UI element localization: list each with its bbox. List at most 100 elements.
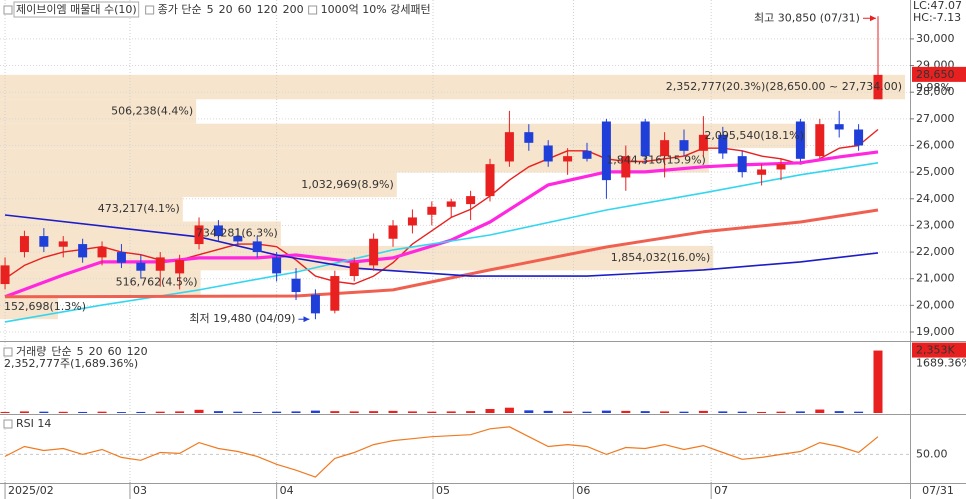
candle-body (175, 260, 185, 274)
volume-profile-label: 152,698(1.3%) (4, 300, 86, 313)
volume-bar (155, 411, 165, 413)
volume-bar (543, 410, 553, 413)
volume-profile-label: 1,854,032(16.0%) (611, 251, 711, 264)
volume-bar (272, 411, 282, 413)
candle-body (834, 124, 844, 130)
volume-bar (349, 411, 359, 413)
volume-bar (78, 411, 88, 413)
candle-body (504, 132, 514, 162)
candle-body (369, 238, 379, 266)
last-price-label: 28,650 (916, 68, 955, 81)
volume-bar (58, 411, 68, 413)
volume-bar (524, 410, 534, 413)
volume-bar (834, 411, 844, 413)
hc-label: HC:-7.13 (913, 11, 961, 24)
x-tick-label: 2025/02 (8, 484, 54, 497)
legend-title-box (13, 1, 140, 18)
change-label: 9.98% (916, 81, 951, 94)
ma-line (4, 214, 879, 277)
y-tick-label: 24,000 (916, 192, 955, 205)
volume-bar (369, 411, 379, 413)
legend-checkbox (3, 347, 13, 357)
y-tick-label: 26,000 (916, 138, 955, 151)
volume-profile-band (0, 123, 807, 149)
volume-profile-label: 1,844,316(15.9%) (606, 153, 706, 166)
candle-body (194, 225, 204, 245)
volume-bar (291, 411, 301, 413)
rsi-line (4, 426, 879, 478)
volume-bar (854, 411, 864, 413)
y-tick-label: 22,000 (916, 245, 955, 258)
legend-checkbox (3, 419, 13, 429)
candle-body (19, 236, 29, 253)
date-label: 07/31 (922, 484, 954, 497)
volume-profile-label: 2,095,540(18.1%) (704, 129, 804, 142)
x-tick-label: 07 (714, 484, 728, 497)
volume-bar (388, 410, 398, 413)
candle-body (136, 262, 146, 271)
annot-layer: 2,352,777(20.3%)(28,650.00 ~ 27,734.00) 5… (4, 11, 902, 325)
candle-body (563, 156, 573, 162)
legend-text: 60 (108, 345, 122, 358)
legend-checkbox (3, 5, 13, 15)
candle-body (407, 217, 417, 226)
candle-body (446, 201, 456, 207)
volume-bar (427, 411, 437, 413)
candle-body (330, 276, 340, 311)
candle-body (466, 196, 476, 205)
candle-body (349, 262, 359, 277)
candle-body (155, 257, 165, 271)
candle-body (39, 236, 49, 247)
x-tick-label: 03 (133, 484, 147, 497)
volume-bar (330, 411, 340, 413)
volume-bar (718, 411, 728, 413)
candle-body (58, 241, 68, 247)
low-annotation: 최저 19,480 (04/09) (189, 312, 295, 325)
last-price-box (912, 66, 966, 82)
candles-layer (0, 16, 883, 320)
volume-profile-label: 506,238(4.4%) (111, 104, 193, 117)
volume-bar (698, 410, 708, 413)
candle-body (795, 121, 805, 159)
volume-profile-label: 2,352,777(20.3%)(28,650.00 ~ 27,734.00) (666, 80, 902, 93)
volume-bar (640, 411, 650, 413)
volume-bar (19, 411, 29, 413)
candle-body (252, 241, 262, 253)
volume-bar (660, 411, 670, 413)
volume-profile-label: 734,281(6.3%) (196, 227, 278, 240)
volume-bar (466, 411, 476, 413)
candle-body (78, 244, 88, 258)
candle-body (233, 236, 243, 242)
legend-entry: 20 (219, 3, 233, 16)
y-tick-label: 30,000 (916, 32, 955, 45)
x-tick-label: 05 (436, 484, 450, 497)
grid-layer (0, 0, 910, 482)
ma-line (4, 128, 879, 285)
candle-body (427, 206, 437, 215)
candle-body (485, 164, 495, 197)
volume-last-box (912, 342, 966, 358)
legend-text: 20 (89, 345, 103, 358)
volume-last-label: 2,353K (916, 344, 955, 357)
candle-body (640, 121, 650, 157)
volume-profile-band (0, 270, 201, 295)
candle-body (310, 294, 320, 314)
y-tick-label: 21,000 (916, 272, 955, 285)
volume-bar (39, 411, 49, 413)
volume-bar (776, 411, 786, 413)
legend-entry: 120 (257, 3, 278, 16)
volume-bar (194, 409, 204, 413)
y-tick-label: 28,000 (916, 85, 955, 98)
volume-profile-band (0, 99, 197, 124)
volume-bar (757, 411, 767, 413)
candle-body (679, 140, 689, 151)
volume-bar (407, 411, 417, 413)
candle-body (97, 246, 107, 258)
candle-body (213, 225, 223, 237)
volume-bar (175, 411, 185, 413)
volume-bar (873, 350, 883, 413)
volume-bar (233, 411, 243, 413)
candle-body (698, 134, 708, 151)
volume-bar (136, 411, 146, 413)
volume-bar (621, 410, 631, 413)
